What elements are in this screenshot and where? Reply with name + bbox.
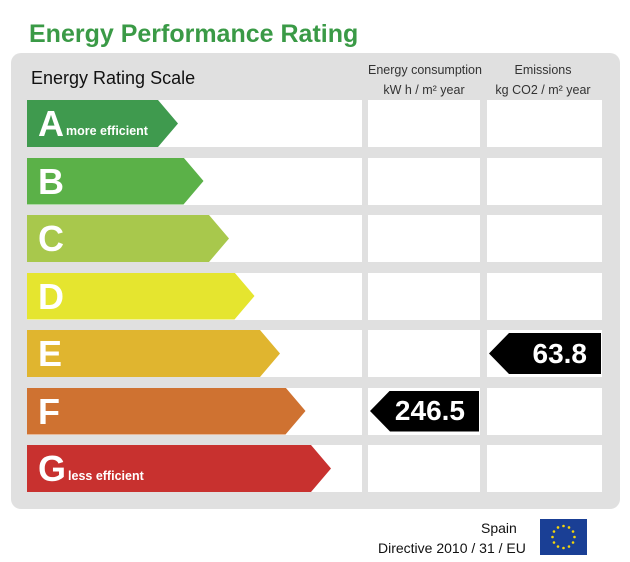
consumption-header-line2: kW h / m² year bbox=[383, 83, 465, 97]
eu-star-icon bbox=[571, 530, 575, 533]
footer-country: Spain bbox=[481, 520, 517, 536]
eu-star-icon bbox=[571, 541, 575, 544]
consumption-cell-a bbox=[368, 100, 480, 147]
consumption-cell-d bbox=[368, 272, 480, 320]
band-note: more efficient bbox=[66, 123, 148, 138]
eu-star-icon bbox=[552, 530, 556, 533]
footer-directive: Directive 2010 / 31 / EU bbox=[378, 540, 526, 556]
band-letter: C bbox=[38, 218, 64, 259]
band-letter: D bbox=[38, 275, 64, 317]
emissions-cell-b bbox=[487, 157, 602, 205]
eu-star-icon bbox=[556, 545, 560, 548]
consumption-value-arrow: 246.5 bbox=[370, 390, 479, 432]
page-title: Energy Performance Rating bbox=[29, 20, 359, 48]
emissions-cell-d bbox=[487, 272, 602, 320]
consumption-cell-g bbox=[368, 445, 480, 492]
consumption-header-line1: Energy consumption bbox=[368, 63, 482, 77]
band-c: C bbox=[27, 215, 229, 262]
eu-star-icon bbox=[552, 541, 556, 544]
consumption-cell-b bbox=[368, 157, 480, 205]
band-letter: G bbox=[38, 448, 67, 489]
emissions-cell-g bbox=[487, 445, 602, 492]
eu-star-icon bbox=[562, 524, 565, 528]
consumption-cell-e bbox=[368, 330, 480, 377]
band-letter: A bbox=[38, 103, 64, 144]
emissions-cell-a bbox=[487, 100, 602, 147]
emissions-cell-f bbox=[487, 387, 602, 435]
eu-star-icon bbox=[567, 526, 571, 529]
emissions-cell-c bbox=[487, 215, 602, 262]
band-d: D bbox=[27, 272, 255, 320]
eu-star-icon bbox=[551, 535, 554, 539]
band-f: F bbox=[27, 387, 306, 435]
band-e: E bbox=[27, 330, 280, 377]
band-b: B bbox=[27, 157, 204, 205]
emissions-header-line2: kg CO2 / m² year bbox=[495, 83, 591, 97]
band-letter: E bbox=[38, 333, 63, 374]
scale-label: Energy Rating Scale bbox=[31, 68, 196, 88]
emissions-header: Emissions kg CO2 / m² year bbox=[487, 60, 599, 100]
emissions-header-line1: Emissions bbox=[514, 63, 572, 77]
consumption-cell-c bbox=[368, 215, 480, 262]
eu-star-icon bbox=[562, 546, 565, 550]
band-letter: F bbox=[38, 390, 60, 432]
eu-star-icon bbox=[567, 545, 571, 548]
emissions-value-arrow: 63.8 bbox=[489, 333, 601, 374]
band-letter: B bbox=[38, 160, 64, 202]
band-note: less efficient bbox=[68, 468, 144, 483]
eu-star-icon bbox=[556, 526, 560, 529]
eu-flag-icon bbox=[540, 519, 587, 555]
consumption-header: Energy consumption kW h / m² year bbox=[368, 60, 482, 100]
eu-star-icon bbox=[573, 535, 576, 539]
